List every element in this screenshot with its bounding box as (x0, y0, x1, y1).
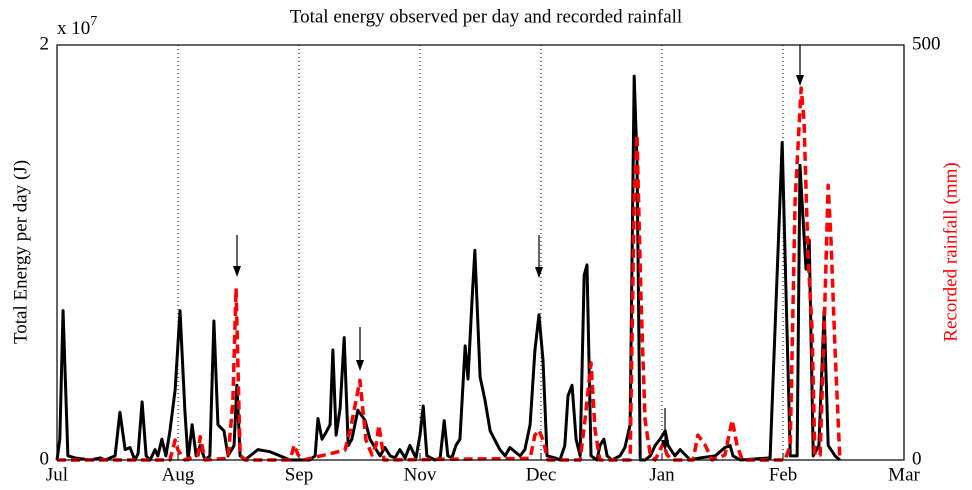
y2-tick-label: 500 (912, 33, 941, 54)
y-multiplier-base: x 10 (57, 18, 90, 39)
arrow-head (233, 266, 241, 277)
y-tick-label: 2 (40, 33, 50, 54)
arrow-head (796, 75, 804, 86)
arrow-head (661, 440, 669, 451)
x-tick-label: Feb (769, 464, 798, 485)
data-line (55, 74, 841, 462)
x-tick-label: Nov (404, 464, 437, 485)
y-multiplier-exponent: 7 (90, 14, 97, 29)
y-axis-label: Total Energy per day (J) (10, 160, 31, 344)
y2-tick-label: 0 (912, 448, 922, 469)
arrow-head (535, 267, 543, 278)
x-tick-label: Aug (162, 464, 195, 485)
x-tick-label: Mar (888, 464, 920, 485)
y2-axis-label: Recorded rainfall (mm) (940, 162, 961, 341)
x-tick-label: Jul (46, 464, 68, 485)
y-tick-label: 0 (40, 448, 50, 469)
arrow-head (356, 360, 364, 371)
y-multiplier: x 107 (57, 14, 97, 39)
data-line (57, 86, 842, 462)
x-tick-label: Jan (649, 464, 675, 485)
x-tick-label: Dec (526, 464, 557, 485)
plot-frame (56, 44, 905, 461)
chart-title: Total energy observed per day and record… (290, 6, 682, 27)
x-tick-label: Sep (285, 464, 314, 485)
